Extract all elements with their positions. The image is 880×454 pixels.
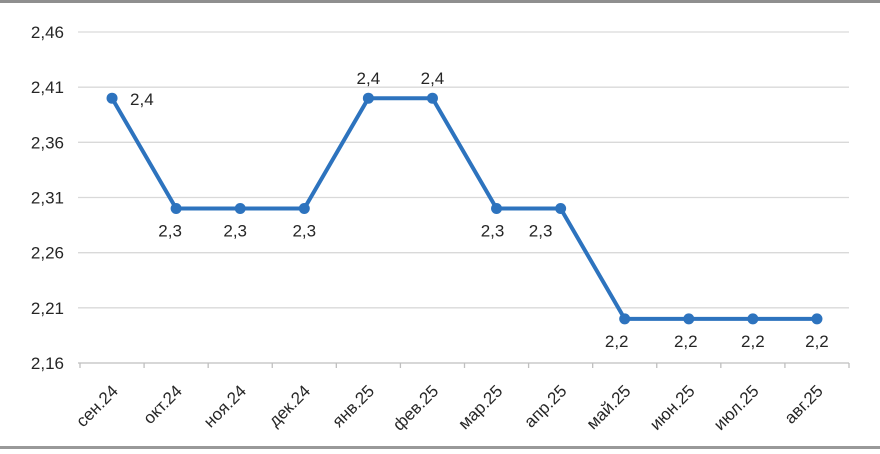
data-point-label: 2,3 xyxy=(529,222,553,241)
bottom-window-border xyxy=(0,446,880,449)
data-series-line xyxy=(110,96,819,321)
x-axis-label: июл.25 xyxy=(710,381,763,434)
data-point-label: 2,4 xyxy=(357,69,381,88)
data-point-marker xyxy=(491,203,503,215)
y-axis-tick-label: 2,41 xyxy=(31,78,64,97)
data-point-label: 2,3 xyxy=(292,222,316,241)
data-point-marker xyxy=(106,92,118,104)
data-point-marker xyxy=(683,313,695,325)
data-point-label: 2,4 xyxy=(130,90,154,109)
x-axis-label: окт.24 xyxy=(140,381,186,427)
data-point-marker xyxy=(555,203,567,215)
data-point-marker xyxy=(811,313,823,325)
data-point-marker xyxy=(426,92,438,104)
x-axis-label: апр.25 xyxy=(520,381,570,431)
x-axis-label: авг.25 xyxy=(781,381,827,427)
y-axis-tick-label: 2,31 xyxy=(31,189,64,208)
data-point-marker xyxy=(747,313,759,325)
data-point-label: 2,3 xyxy=(158,222,182,241)
data-point-label: 2,3 xyxy=(481,222,505,241)
data-point-marker xyxy=(298,203,310,215)
x-axis-label: фев.25 xyxy=(389,381,442,434)
data-point-label: 2,2 xyxy=(674,332,698,351)
y-axis-tick-label: 2,36 xyxy=(31,133,64,152)
data-point-label: 2,2 xyxy=(805,332,829,351)
x-axis-label: мар.25 xyxy=(455,381,507,433)
data-point-marker xyxy=(619,313,631,325)
y-axis-tick-label: 2,21 xyxy=(31,299,64,318)
y-axis-tick-label: 2,26 xyxy=(31,244,64,263)
x-axis-label: май.25 xyxy=(583,381,635,433)
data-point-label: 2,2 xyxy=(605,332,629,351)
x-axis-label: июн.25 xyxy=(646,381,699,434)
x-axis-label: дек.24 xyxy=(265,381,314,430)
x-axis-label: ноя.24 xyxy=(200,381,250,431)
data-point-label: 2,2 xyxy=(741,332,765,351)
data-point-label: 2,3 xyxy=(223,222,247,241)
data-point-label: 2,4 xyxy=(421,69,445,88)
data-point-marker xyxy=(170,203,182,215)
x-axis-label: сен.24 xyxy=(72,381,121,430)
data-point-marker xyxy=(234,203,246,215)
data-point-marker xyxy=(362,92,374,104)
y-axis-tick-label: 2,46 xyxy=(31,23,64,42)
x-axis-label: янв.25 xyxy=(329,381,379,431)
y-axis-tick-label: 2,16 xyxy=(31,354,64,373)
top-window-border xyxy=(0,0,880,3)
